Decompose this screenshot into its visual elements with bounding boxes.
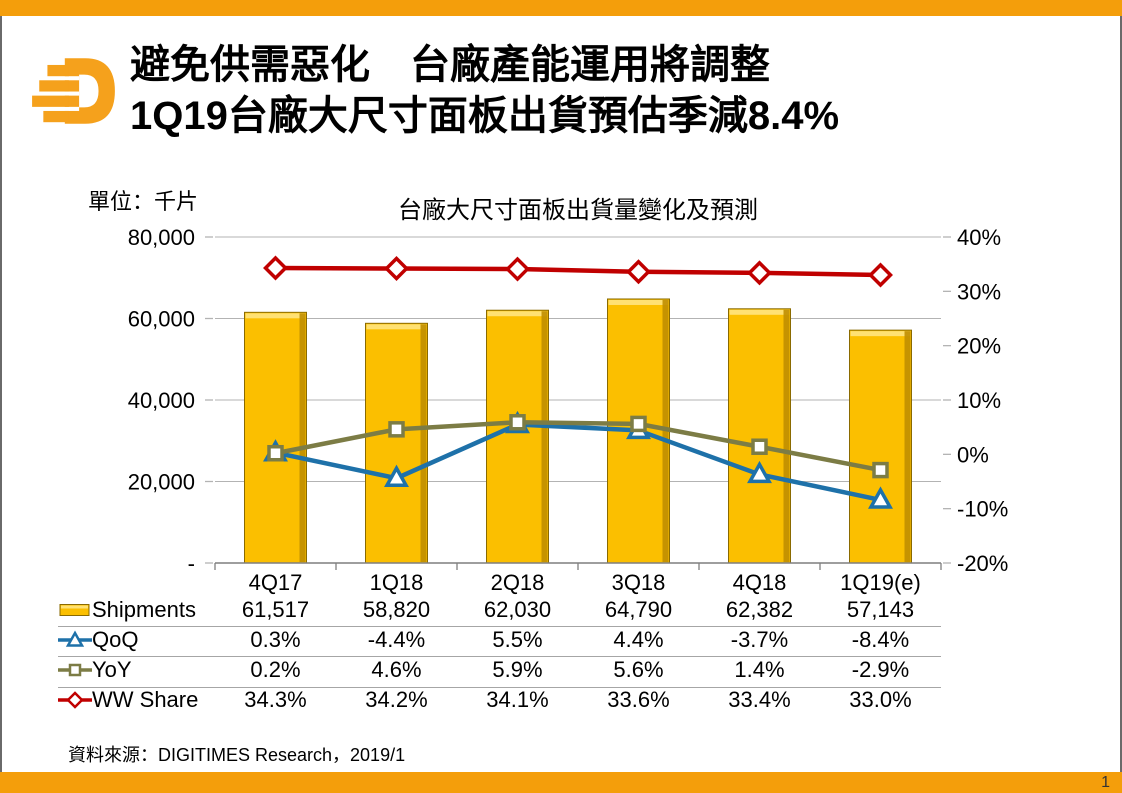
left-axis-label: 80,000 [128, 225, 195, 250]
category-label: 4Q17 [249, 570, 303, 595]
diamond-marker [626, 259, 651, 285]
right-axis-label: 40% [957, 225, 1001, 250]
slide-title-line2: 1Q19台廠大尺寸面板出貨預估季減8.4% [130, 94, 840, 138]
right-axis-label: 20% [957, 334, 1001, 359]
square-marker [872, 461, 889, 479]
top-accent-bar [0, 0, 1122, 16]
square-marker [509, 414, 526, 431]
bar-top-highlight [245, 313, 306, 319]
bar-4Q17 [244, 311, 307, 564]
bar-top-highlight [608, 299, 669, 305]
bar-1Q18 [365, 322, 428, 564]
yoy-line [275, 420, 881, 473]
bar-1Q19(e) [849, 329, 912, 564]
bar-top-highlight [366, 324, 427, 330]
diamond-marker [263, 255, 288, 281]
diamond-marker [384, 256, 409, 281]
bottom-accent-bar: 1 [0, 772, 1122, 793]
ww-share-line [275, 265, 881, 278]
footer-source: 資料來源：DIGITIMES Research，2019/1 [68, 745, 406, 765]
bar-side-shadow [299, 313, 306, 562]
bar-4Q18 [728, 308, 791, 564]
bar-side-shadow [904, 331, 911, 562]
bar-top-highlight [850, 331, 911, 337]
left-axis-label: 40,000 [128, 388, 195, 413]
bar-side-shadow [420, 324, 427, 562]
triangle-marker [868, 486, 893, 509]
square-marker [388, 421, 405, 438]
square-marker [751, 438, 768, 455]
right-axis-label: 0% [957, 442, 989, 467]
left-axis-label: 20,000 [128, 470, 195, 495]
category-label: 3Q18 [612, 570, 666, 595]
left-axis-label: - [188, 551, 195, 576]
bar-top-highlight [729, 309, 790, 315]
triangle-marker [747, 460, 772, 484]
square-marker [630, 415, 647, 433]
right-axis-label: -20% [957, 551, 1008, 576]
diamond-marker [505, 256, 530, 282]
category-label: 1Q18 [370, 570, 424, 595]
slide-title-line1: 避免供需惡化 台廠產能運用將調整 [130, 43, 770, 87]
category-label: 2Q18 [491, 570, 545, 595]
diamond-marker [747, 260, 772, 286]
slide-title: 避免供需惡化 台廠產能運用將調整 1Q19台廠大尺寸面板出貨預估季減8.4% [130, 40, 1090, 142]
left-axis-label: 60,000 [128, 307, 195, 332]
square-marker [267, 444, 284, 462]
slide-left-border [0, 16, 2, 772]
bar-2Q18 [486, 309, 549, 564]
right-axis-label: 10% [957, 388, 1001, 413]
unit-label: 單位：千片 [88, 189, 199, 214]
triangle-marker [384, 464, 409, 487]
qoq-line [275, 422, 881, 503]
right-axis-label: 30% [957, 279, 1001, 304]
bar-side-shadow [783, 309, 790, 562]
category-label: 4Q18 [733, 570, 787, 595]
bar-top-highlight [487, 311, 548, 317]
category-label: 1Q19(e) [840, 570, 921, 595]
slide-right-border [1120, 16, 1122, 772]
page-number: 1 [1101, 774, 1110, 791]
diamond-marker [868, 262, 893, 288]
bar-side-shadow [541, 311, 548, 562]
chart-title: 台廠大尺寸面板出貨量變化及預測 [398, 197, 758, 224]
combo-chart: 80,000 60,000 40,000 20,000 - 40% 30% 20% 10% 0% -… [128, 225, 1009, 595]
right-axis-label: -10% [957, 497, 1008, 522]
digitimes-logo-icon [32, 58, 115, 124]
